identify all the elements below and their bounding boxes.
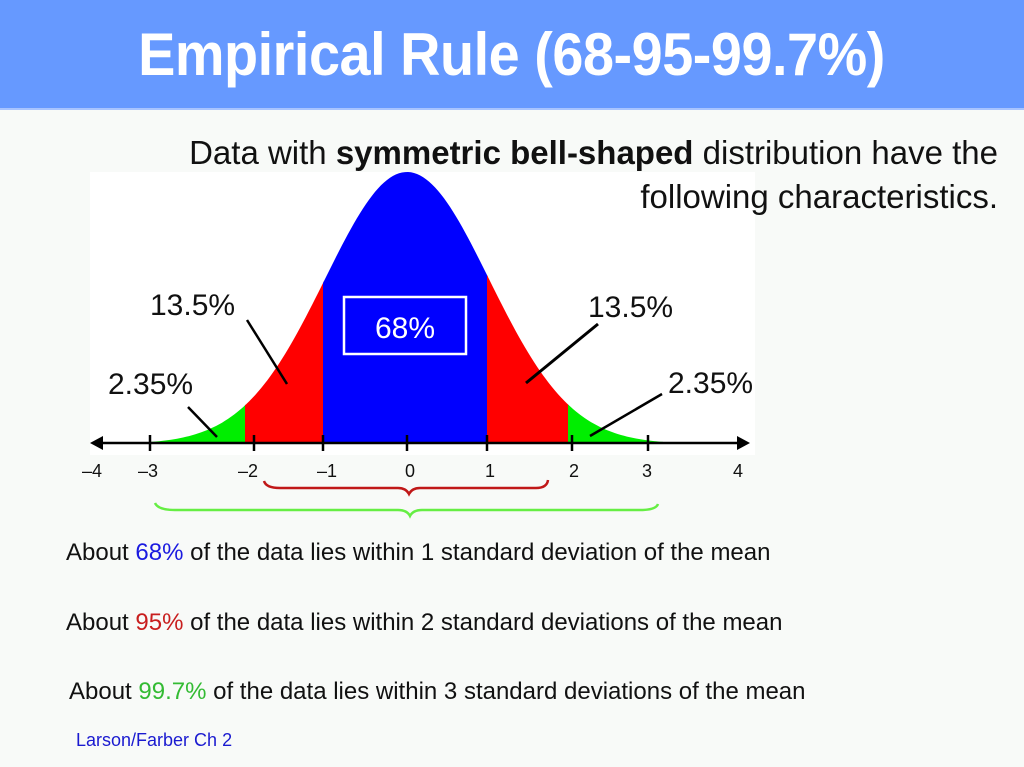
title-bar: Empirical Rule (68-95-99.7%) [0, 0, 1024, 110]
statement-1sd: About 68% of the data lies within 1 stan… [66, 539, 770, 567]
tick-label: –4 [82, 461, 102, 481]
statement-prefix: About [69, 678, 139, 705]
axis-ticks [148, 435, 650, 451]
axis-left-arrow-icon [90, 436, 103, 450]
center-label: 68% [375, 312, 435, 345]
tick-label: –2 [238, 461, 258, 481]
tick-label: –1 [317, 461, 337, 481]
leader-right-outer [589, 392, 663, 438]
statement-suffix: of the data lies within 1 standard devia… [183, 539, 771, 566]
center-label-box [342, 295, 468, 356]
tick-label: 1 [485, 461, 495, 481]
tick-label: –3 [138, 461, 158, 481]
label-right-outer: 2.35% [668, 367, 753, 400]
statement-prefix: About [66, 609, 136, 636]
tick-label: 2 [569, 461, 579, 481]
label-right-inner: 13.5% [588, 291, 673, 324]
label-left-inner: 13.5% [150, 289, 235, 322]
statement-suffix: of the data lies within 2 standard devia… [183, 609, 783, 636]
axis-right-arrow-icon [737, 436, 750, 450]
leader-left-outer [187, 406, 218, 438]
bracket-997-percent [153, 502, 660, 519]
leader-left-inner [245, 319, 289, 385]
statement-3sd: About 99.7% of the data lies within 3 st… [69, 678, 806, 706]
statement-pct-68: 68% [135, 539, 184, 566]
statement-pct-997: 99.7% [138, 678, 207, 705]
statement-pct-95: 95% [135, 609, 184, 636]
intro-text: Data with symmetric bell-shaped distribu… [58, 131, 998, 219]
statement-suffix: of the data lies within 3 standard devia… [206, 678, 806, 705]
tick-label: 0 [405, 461, 415, 481]
statement-prefix: About [66, 539, 136, 566]
intro-part1: Data with [189, 134, 336, 171]
x-axis: –4 –3 –2 –1 0 1 2 3 4 [82, 435, 750, 481]
intro-bold: symmetric bell-shaped [335, 134, 694, 171]
statement-2sd: About 95% of the data lies within 2 stan… [66, 609, 782, 637]
page-title: Empirical Rule (68-95-99.7%) [138, 20, 886, 88]
tick-label: 4 [733, 461, 743, 481]
tick-label: 3 [642, 461, 652, 481]
footer-source: Larson/Farber Ch 2 [76, 730, 233, 750]
leader-right-inner [525, 322, 599, 385]
intro-line2: following characteristics. [640, 178, 998, 215]
intro-part2: distribution have the [693, 134, 998, 171]
label-left-outer: 2.35% [108, 368, 193, 401]
bracket-95-percent [262, 479, 550, 497]
